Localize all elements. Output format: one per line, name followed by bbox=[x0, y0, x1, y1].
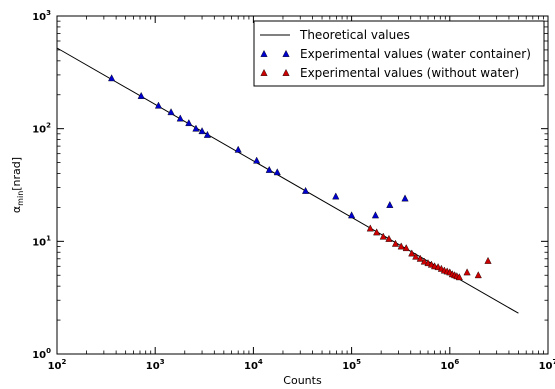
y-tick-label-exp: 0 bbox=[46, 347, 51, 355]
x-tick-label: 106 bbox=[440, 358, 459, 372]
y-axis-label-main: α bbox=[10, 206, 23, 213]
data-point bbox=[408, 249, 416, 257]
data-point bbox=[401, 194, 409, 202]
legend: Theoretical values Experimental values (w… bbox=[253, 20, 545, 87]
data-point bbox=[192, 124, 200, 132]
data-point bbox=[420, 257, 428, 265]
data-point bbox=[198, 127, 206, 135]
series-2 bbox=[366, 224, 492, 281]
x-tick-label-base: 10 bbox=[146, 361, 160, 372]
y-tick-label-exp: 1 bbox=[46, 234, 51, 242]
y-tick-label: 100 bbox=[32, 347, 51, 361]
data-point bbox=[484, 256, 492, 264]
data-point bbox=[253, 156, 261, 164]
x-tick-label-exp: 4 bbox=[258, 358, 263, 366]
y-axis-label-unit: [nrad] bbox=[10, 157, 23, 191]
data-point bbox=[455, 273, 463, 281]
series-1 bbox=[108, 74, 409, 219]
x-tick-label-exp: 6 bbox=[454, 358, 459, 366]
legend-item: Experimental values (water container) bbox=[260, 47, 531, 61]
x-tick-label: 105 bbox=[342, 358, 361, 372]
data-point bbox=[397, 242, 405, 250]
x-tick-label-base: 10 bbox=[48, 361, 62, 372]
x-tick-label-base: 10 bbox=[539, 361, 553, 372]
series-layer bbox=[56, 47, 519, 314]
x-tick-label: 102 bbox=[48, 358, 67, 372]
x-tick-label-base: 10 bbox=[244, 361, 258, 372]
data-point bbox=[391, 239, 400, 247]
legend-marker bbox=[260, 49, 268, 57]
x-axis-label: Counts bbox=[283, 374, 322, 387]
data-point bbox=[379, 232, 387, 240]
y-tick-label: 102 bbox=[32, 122, 51, 136]
data-point bbox=[385, 234, 393, 242]
x-tick-label-exp: 2 bbox=[62, 358, 67, 366]
y-tick-label-base: 10 bbox=[32, 12, 46, 23]
data-point bbox=[371, 211, 380, 219]
data-point bbox=[265, 165, 273, 173]
data-point bbox=[474, 271, 482, 279]
legend-items: Theoretical values Experimental values (w… bbox=[260, 28, 531, 80]
legend-marker bbox=[260, 68, 268, 76]
y-axis-label-sub: min bbox=[16, 191, 25, 206]
x-tick-label-exp: 7 bbox=[553, 358, 555, 366]
data-point bbox=[302, 186, 310, 194]
data-point bbox=[366, 224, 374, 232]
legend-item: Experimental values (without water) bbox=[260, 66, 519, 80]
data-point bbox=[176, 114, 184, 122]
data-point bbox=[412, 252, 420, 260]
x-tick-label: 103 bbox=[146, 358, 165, 372]
legend-marker bbox=[282, 68, 290, 76]
data-point bbox=[463, 268, 471, 276]
data-point bbox=[203, 130, 211, 138]
data-point bbox=[167, 108, 175, 116]
data-point bbox=[234, 145, 242, 153]
data-point bbox=[348, 211, 356, 219]
legend-label: Theoretical values bbox=[299, 28, 410, 42]
data-point bbox=[273, 168, 281, 176]
x-tick-label-base: 10 bbox=[440, 361, 454, 372]
data-point bbox=[108, 74, 116, 82]
legend-label: Experimental values (water container) bbox=[300, 47, 531, 61]
legend-item: Theoretical values bbox=[260, 28, 410, 42]
y-tick-label: 101 bbox=[32, 234, 51, 248]
y-tick-label: 103 bbox=[32, 9, 51, 23]
legend-box bbox=[253, 20, 545, 87]
data-point bbox=[402, 244, 410, 252]
x-tick-label-base: 10 bbox=[342, 361, 356, 372]
y-tick-label-base: 10 bbox=[32, 125, 46, 136]
legend-marker bbox=[282, 49, 290, 57]
y-tick-label-exp: 3 bbox=[46, 9, 51, 17]
x-tick-label-exp: 3 bbox=[160, 358, 165, 366]
data-point bbox=[185, 119, 193, 127]
y-axis-label: αmin[nrad] bbox=[10, 157, 25, 213]
y-tick-label-base: 10 bbox=[32, 237, 46, 248]
x-tick-label: 107 bbox=[539, 358, 555, 372]
data-point bbox=[416, 254, 424, 262]
legend-label: Experimental values (without water) bbox=[300, 66, 519, 80]
data-point bbox=[137, 91, 145, 99]
data-point bbox=[332, 192, 340, 200]
y-tick-label-exp: 2 bbox=[46, 122, 51, 130]
data-point bbox=[154, 101, 163, 109]
y-tick-label-base: 10 bbox=[32, 350, 46, 361]
plot-frame bbox=[56, 15, 549, 355]
data-point bbox=[373, 228, 381, 236]
data-point bbox=[386, 200, 394, 208]
x-tick-label-exp: 5 bbox=[356, 358, 361, 366]
x-tick-label: 104 bbox=[244, 358, 263, 372]
